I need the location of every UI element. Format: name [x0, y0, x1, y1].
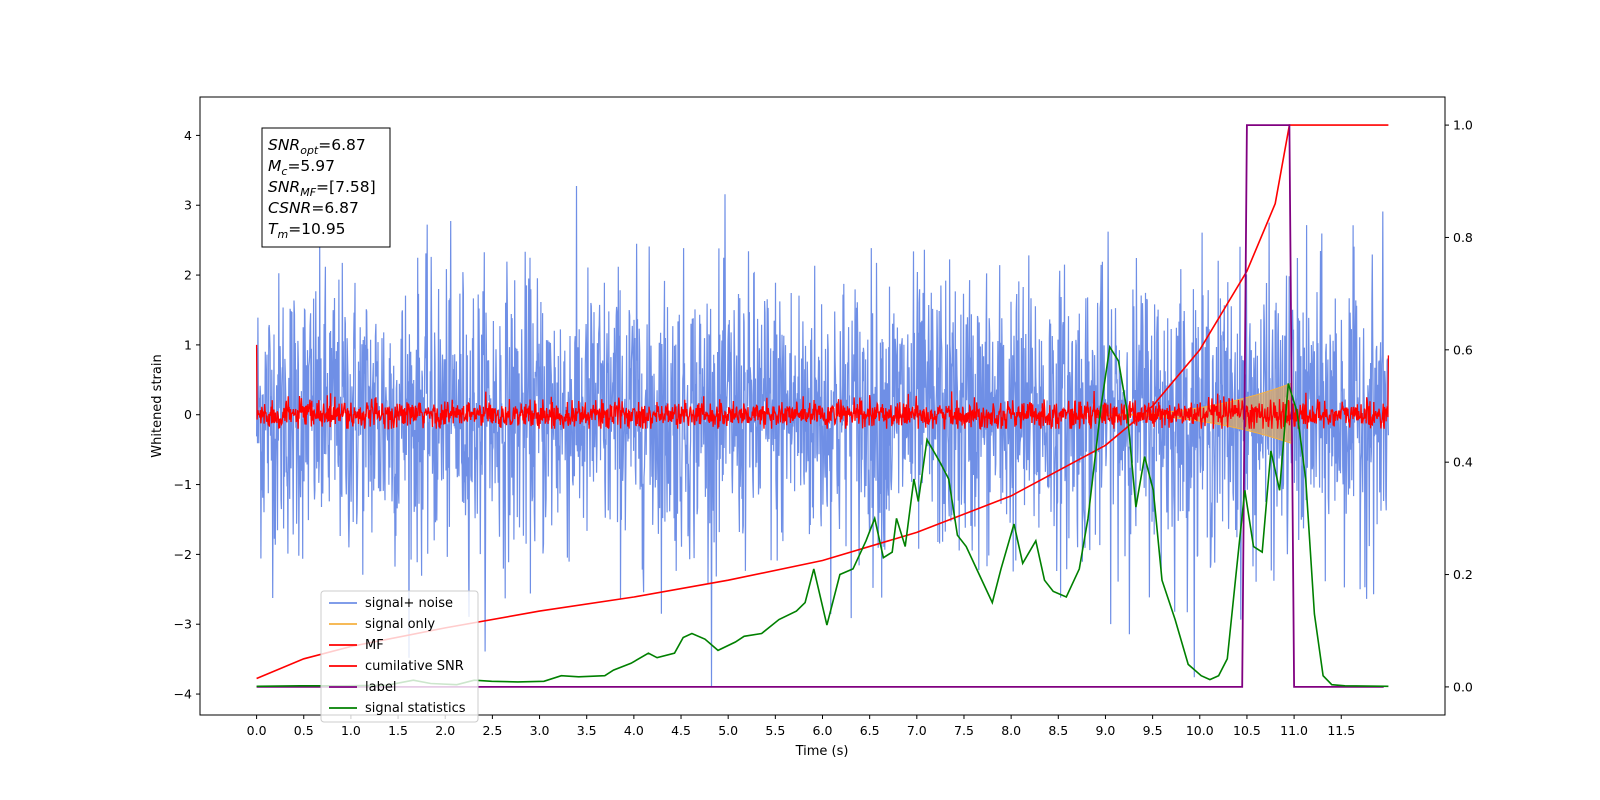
- x-tick-label: 11.5: [1327, 723, 1355, 738]
- x-tick-label: 4.5: [671, 723, 691, 738]
- y-tick-right-label: 0.8: [1453, 230, 1473, 245]
- y-tick-right-label: 0.0: [1453, 679, 1473, 694]
- x-tick-label: 6.5: [860, 723, 880, 738]
- x-tick-label: 4.0: [624, 723, 644, 738]
- y-tick-left-label: 2: [184, 268, 192, 283]
- y-axis-label: Whitened strain: [150, 354, 165, 457]
- x-tick-label: 9.0: [1096, 723, 1116, 738]
- y-tick-left-label: −2: [174, 547, 192, 562]
- info-line: SNRMF=[7.58]: [268, 178, 376, 199]
- y-tick-left-label: 4: [184, 128, 192, 143]
- x-tick-label: 8.0: [1001, 723, 1021, 738]
- legend-label: signal statistics: [365, 701, 466, 716]
- x-tick-label: 11.0: [1280, 723, 1308, 738]
- legend: signal+ noise signal only MF cumilative SNR…: [320, 590, 479, 723]
- x-tick-label: 0.0: [247, 723, 267, 738]
- x-tick-label: 2.0: [435, 723, 455, 738]
- y-axis-left: −4 −3 −2 −1 0 1 2 3 4: [174, 128, 200, 702]
- x-tick-label: 6.0: [813, 723, 833, 738]
- info-box-frame: [261, 127, 391, 248]
- x-tick-label: 7.5: [954, 723, 974, 738]
- x-tick-label: 3.0: [530, 723, 550, 738]
- x-tick-label: 5.5: [765, 723, 785, 738]
- legend-label: MF: [365, 638, 384, 653]
- series-mf: [255, 344, 1390, 431]
- y-tick-right-label: 1.0: [1453, 118, 1473, 133]
- y-tick-left-label: 0: [184, 407, 192, 422]
- legend-label: cumilative SNR: [365, 659, 464, 674]
- x-tick-label: 5.0: [718, 723, 738, 738]
- legend-frame: [320, 590, 479, 723]
- info-line: SNRopt=6.87: [268, 136, 366, 157]
- y-tick-right-label: 0.6: [1453, 342, 1473, 357]
- info-line: CSNR=6.87: [268, 199, 359, 217]
- x-tick-label: 8.5: [1048, 723, 1068, 738]
- x-tick-label: 0.5: [294, 723, 314, 738]
- y-tick-left-label: 1: [184, 337, 192, 352]
- legend-label: signal only: [365, 617, 435, 632]
- series-signal-noise: [256, 185, 1389, 688]
- y-tick-left-label: −4: [174, 687, 192, 702]
- y-tick-left-label: −3: [174, 617, 192, 632]
- x-tick-label: 9.5: [1143, 723, 1163, 738]
- x-tick-label: 1.0: [341, 723, 361, 738]
- x-axis: 0.0 0.5 1.0 1.5 2.0 2.5 3.0 3.5 4.0 4.5 5.0 5.5 6.0 6…: [247, 715, 1355, 738]
- x-tick-label: 7.0: [907, 723, 927, 738]
- x-tick-label: 3.5: [577, 723, 597, 738]
- legend-label: signal+ noise: [365, 596, 453, 611]
- y-tick-left-label: 3: [184, 198, 192, 213]
- y-axis-right: 0.0 0.2 0.4 0.6 0.8 1.0: [1445, 118, 1473, 694]
- legend-label: label: [365, 680, 396, 695]
- x-axis-label: Time (s): [795, 744, 849, 759]
- series-signal-statistics: [256, 344, 1389, 688]
- info-line: Tm=10.95: [268, 220, 346, 241]
- x-tick-label: 10.5: [1233, 723, 1261, 738]
- info-line: Mc=5.97: [268, 157, 335, 178]
- x-tick-label: 10.0: [1186, 723, 1214, 738]
- x-tick-label: 1.5: [388, 723, 408, 738]
- series-label: [256, 124, 1384, 688]
- x-tick-label: 2.5: [482, 723, 502, 738]
- y-tick-left-label: −1: [174, 477, 192, 492]
- y-tick-right-label: 0.4: [1453, 455, 1473, 470]
- y-tick-right-label: 0.2: [1453, 567, 1473, 582]
